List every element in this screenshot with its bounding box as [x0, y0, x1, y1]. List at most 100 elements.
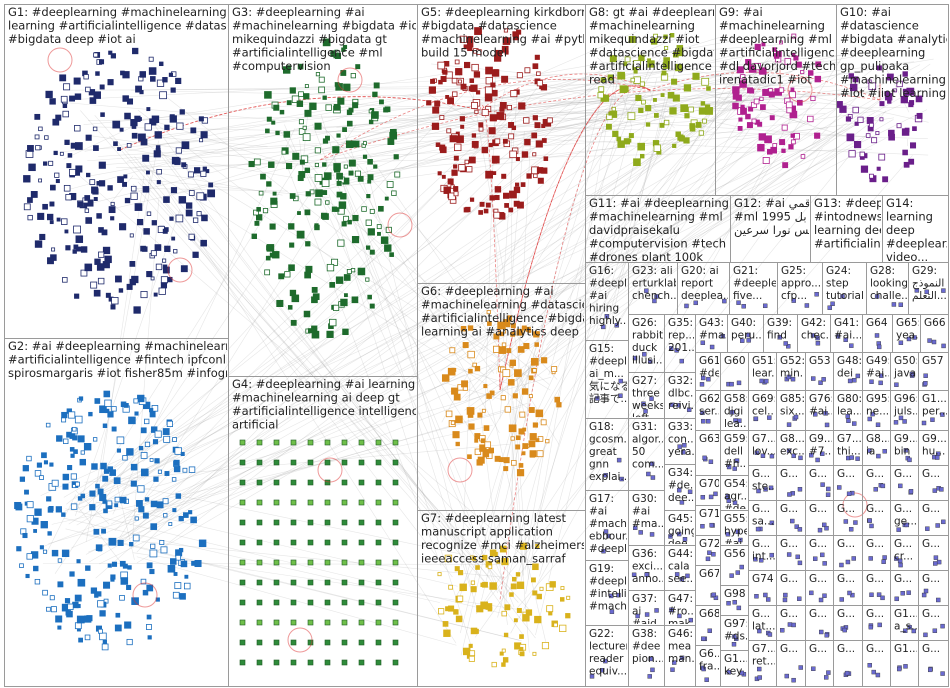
edge	[145, 143, 551, 391]
node	[341, 579, 348, 586]
node	[529, 433, 537, 441]
node	[256, 639, 263, 646]
node	[343, 274, 351, 281]
node	[709, 344, 715, 350]
group-label-area: G27:threeweeksleft	[632, 375, 663, 417]
group-label: G...	[809, 503, 827, 515]
node	[118, 288, 124, 293]
node	[474, 438, 479, 443]
group-label: mikequindazzi #bigdata gt	[232, 32, 387, 46]
node	[239, 479, 246, 486]
node	[172, 591, 180, 599]
edge	[474, 147, 823, 638]
node	[683, 137, 690, 144]
group-label-area: G...	[780, 538, 798, 550]
node	[879, 101, 885, 107]
node	[380, 236, 389, 244]
node	[486, 310, 491, 315]
node	[168, 72, 173, 77]
group-label: G...	[894, 538, 912, 550]
node	[324, 599, 331, 606]
node	[140, 452, 148, 459]
node	[763, 592, 768, 598]
edge	[40, 104, 901, 496]
node	[739, 670, 745, 676]
node	[494, 194, 500, 201]
node	[909, 142, 917, 149]
node	[84, 634, 91, 641]
node	[142, 154, 150, 162]
node	[534, 122, 541, 129]
node	[358, 539, 365, 546]
group-label: G11: #ai #deeplearning	[589, 196, 729, 210]
node	[709, 522, 714, 528]
node	[182, 467, 188, 473]
node	[940, 623, 945, 629]
node	[873, 487, 878, 492]
node	[506, 348, 512, 354]
node	[498, 346, 507, 354]
node	[62, 483, 69, 490]
node	[484, 441, 492, 449]
node	[520, 182, 526, 187]
node	[175, 147, 182, 154]
node	[496, 559, 501, 564]
group-label: equiv...	[589, 666, 627, 678]
node	[373, 82, 380, 89]
edge	[110, 480, 462, 555]
node	[616, 457, 622, 463]
node	[34, 113, 41, 120]
node	[438, 79, 443, 85]
node	[62, 110, 69, 118]
node	[140, 291, 148, 299]
node	[302, 125, 307, 130]
edge	[465, 55, 773, 402]
node	[762, 89, 770, 96]
node	[528, 440, 536, 448]
node	[96, 263, 105, 271]
group-label: G...	[837, 468, 855, 480]
node	[501, 342, 507, 347]
node	[345, 140, 354, 149]
node	[874, 294, 880, 299]
group-label: #deeplear...	[886, 237, 950, 251]
node	[902, 419, 907, 424]
node	[74, 125, 81, 132]
node	[790, 133, 795, 138]
node	[93, 289, 101, 297]
node	[464, 61, 471, 69]
node	[76, 603, 81, 609]
node	[901, 128, 910, 136]
group-label: G64	[866, 317, 888, 329]
node	[124, 621, 132, 629]
node	[511, 125, 517, 131]
node	[881, 559, 886, 564]
group-label-area: G41:#ai...	[834, 317, 861, 342]
group-label-area: G95:ne...	[866, 393, 889, 418]
group-label: #machinelearning #ml	[589, 210, 723, 224]
edge	[526, 365, 529, 439]
node	[341, 599, 348, 606]
edge	[480, 57, 662, 355]
node	[453, 609, 459, 615]
node	[201, 214, 208, 222]
node	[453, 191, 459, 197]
node	[147, 635, 152, 640]
node	[705, 556, 711, 562]
node	[639, 81, 645, 87]
node	[57, 581, 64, 588]
node	[307, 499, 314, 506]
node	[369, 303, 375, 309]
node	[65, 245, 71, 251]
edge	[85, 140, 159, 542]
node	[840, 294, 845, 299]
node	[56, 435, 63, 442]
node	[290, 639, 297, 646]
node	[851, 556, 856, 561]
node	[39, 475, 44, 480]
node	[375, 499, 382, 506]
node	[126, 142, 132, 148]
node	[738, 537, 743, 543]
node	[314, 162, 319, 168]
